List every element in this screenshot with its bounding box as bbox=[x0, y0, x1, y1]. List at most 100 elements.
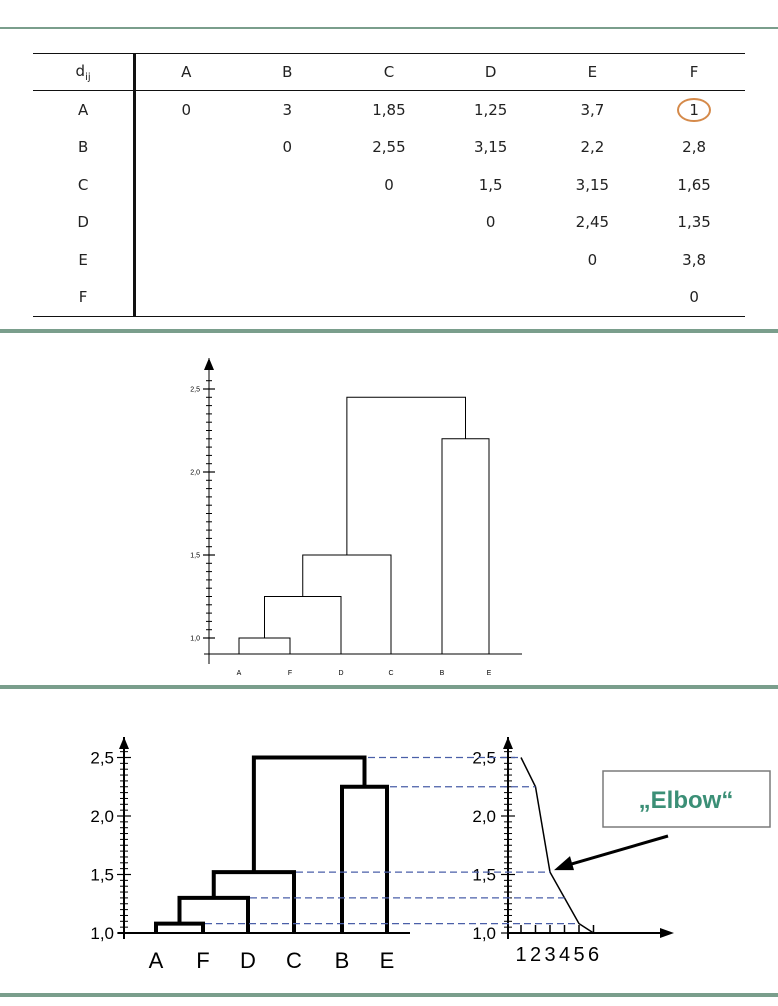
row-header: F bbox=[33, 278, 137, 317]
small-leaf-label: D bbox=[338, 670, 343, 677]
table-cell bbox=[338, 203, 440, 240]
small-y-tick-label: 2,5 bbox=[190, 386, 200, 393]
corner-subscript: ij bbox=[85, 71, 91, 83]
scree-x-tick-label: 3 bbox=[544, 944, 555, 966]
small-y-tick-label: 2,0 bbox=[190, 469, 200, 476]
table-cell bbox=[135, 241, 237, 278]
table-cell: 0 bbox=[587, 250, 598, 269]
table-cell: 2,45 bbox=[575, 213, 610, 232]
elbow-dendrogram-figure: 1,01,52,02,5A F D C B E1,01,52,02,51 2 3 4 5 6„Elb… bbox=[90, 737, 771, 973]
scree-x-tick-label: 4 bbox=[559, 944, 570, 966]
table-row: B 0 2,55 3,15 2,2 2,8 bbox=[33, 128, 745, 166]
small-y-axis-arrow bbox=[204, 358, 214, 370]
table-cell bbox=[236, 166, 338, 203]
column-header: B bbox=[282, 63, 293, 81]
small-leaf-label: B bbox=[440, 670, 445, 677]
scree-line bbox=[520, 757, 594, 934]
table-header-row: dij A B C D E F bbox=[33, 53, 745, 91]
rule-under-small-dendrogram bbox=[0, 685, 778, 689]
table-cell bbox=[236, 203, 338, 240]
table-cell bbox=[338, 278, 440, 316]
table-cell: 1,25 bbox=[473, 100, 508, 119]
column-header: A bbox=[181, 63, 192, 81]
table-cell: 1 bbox=[643, 91, 745, 129]
table-cell: 1,85 bbox=[372, 100, 406, 119]
table-cell bbox=[440, 241, 542, 278]
highlighted-min-distance: 1 bbox=[677, 97, 711, 122]
scree-y-axis-arrow bbox=[503, 737, 513, 749]
column-header: E bbox=[587, 63, 598, 81]
row-header: A bbox=[33, 90, 137, 129]
elbow-merge-link bbox=[154, 921, 205, 933]
elbow-merge-link bbox=[211, 870, 296, 933]
corner-symbol: d bbox=[75, 61, 86, 80]
elbow-label: „Elbow“ bbox=[639, 787, 734, 814]
table-body: A 0 3 1,85 1,25 3,7 1 B 0 2,55 3,15 2,2 2,8 C 0 1,5 3,15… bbox=[33, 90, 745, 317]
elbow-leaf-label: C bbox=[286, 948, 302, 973]
scree-x-axis-arrow bbox=[660, 928, 674, 938]
scree-x-tick-label: 1 bbox=[515, 944, 526, 966]
elbow-arrow-head bbox=[554, 856, 574, 871]
row-header: B bbox=[33, 128, 137, 166]
column-header: D bbox=[484, 63, 497, 81]
row-header: E bbox=[33, 240, 137, 279]
elbow-y-tick-label: 2,0 bbox=[90, 807, 114, 826]
table-row: D 0 2,45 1,35 bbox=[33, 203, 745, 241]
scree-x-tick-label: 6 bbox=[588, 944, 599, 966]
small-merge-link bbox=[264, 596, 342, 654]
scree-y-tick-label: 2,0 bbox=[472, 807, 496, 826]
scree-y-tick-label: 1,0 bbox=[472, 924, 496, 943]
small-y-tick-label: 1,5 bbox=[190, 552, 200, 559]
table-cell: 3,8 bbox=[682, 250, 707, 269]
small-y-tick-label: 1,0 bbox=[190, 635, 200, 642]
table-row: A 0 3 1,85 1,25 3,7 1 bbox=[33, 90, 745, 129]
rule-under-table bbox=[0, 329, 778, 333]
table-cell bbox=[440, 278, 542, 316]
table-cell: 2,2 bbox=[580, 138, 605, 157]
table-cell: 2,8 bbox=[682, 138, 707, 157]
column-header: F bbox=[689, 63, 699, 81]
scree-y-tick-label: 1,5 bbox=[472, 866, 496, 885]
table-cell bbox=[338, 241, 440, 278]
table-cell: 3,15 bbox=[575, 175, 610, 194]
table-cell: 0 bbox=[384, 175, 394, 194]
elbow-label-box bbox=[602, 770, 771, 828]
elbow-leaf-label: A bbox=[149, 948, 164, 973]
small-leaf-label: C bbox=[388, 670, 393, 677]
scree-x-tick-label: 5 bbox=[573, 944, 584, 966]
table-cell bbox=[135, 203, 237, 240]
column-header: C bbox=[383, 63, 395, 81]
table-cell bbox=[236, 241, 338, 278]
table-cell bbox=[542, 278, 644, 316]
table-cell bbox=[135, 278, 237, 316]
table-cell: 0 bbox=[181, 100, 192, 119]
small-dendrogram: 1,0 1,5 2,0 2,5 A F D C B E bbox=[190, 358, 522, 677]
elbow-merge-link bbox=[340, 784, 389, 933]
distance-matrix-table: dij A B C D E F A 0 3 1,85 1,25 3,7 1 B 0 2,55 3,1… bbox=[33, 53, 745, 317]
elbow-leaf-label: F bbox=[196, 948, 209, 973]
elbow-y-tick-label: 1,0 bbox=[90, 924, 114, 943]
bottom-rule bbox=[0, 993, 778, 997]
elbow-leaf-label: E bbox=[380, 948, 395, 973]
table-cell: 1,65 bbox=[677, 175, 711, 194]
small-merge-link bbox=[238, 637, 291, 654]
table-row: C 0 1,5 3,15 1,65 bbox=[33, 165, 745, 204]
table-cell: 3,7 bbox=[580, 100, 605, 119]
small-leaf-label: F bbox=[288, 670, 292, 677]
top-rule bbox=[0, 27, 778, 29]
elbow-merge-link bbox=[251, 755, 367, 873]
table-cell: 1,5 bbox=[478, 175, 503, 194]
table-cell: 3,15 bbox=[473, 138, 508, 157]
small-leaf-label: E bbox=[487, 670, 492, 677]
table-row: E 0 3,8 bbox=[33, 240, 745, 279]
table-cell: 0 bbox=[282, 138, 293, 157]
elbow-leaf-label: B bbox=[335, 948, 350, 973]
table-cell: 2,55 bbox=[372, 138, 406, 157]
table-cell: 0 bbox=[689, 288, 699, 307]
small-leaf-label: A bbox=[237, 670, 242, 677]
row-header: D bbox=[33, 203, 137, 241]
elbow-merge-link bbox=[177, 895, 250, 933]
table-cell bbox=[236, 278, 338, 316]
table-cell bbox=[135, 129, 237, 166]
